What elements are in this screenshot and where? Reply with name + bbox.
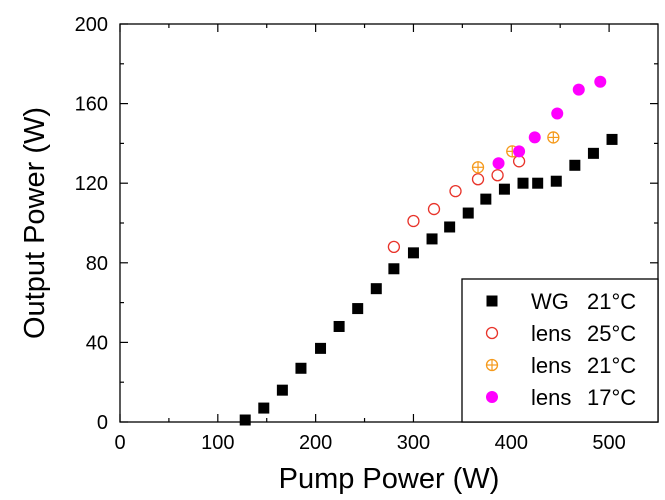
legend-marker — [485, 358, 499, 372]
series-3 — [492, 75, 607, 170]
y-tick-label: 40 — [86, 332, 108, 354]
data-point — [471, 161, 485, 174]
data-point — [572, 83, 585, 96]
data-point — [547, 131, 560, 144]
x-tick-label: 200 — [299, 432, 332, 454]
data-point — [513, 145, 526, 158]
y-axis-label: Output Power (W) — [19, 107, 51, 339]
data-point — [427, 202, 441, 216]
data-point — [462, 207, 474, 219]
legend-entry: lens 25°C — [485, 321, 636, 346]
x-axis-label: Pump Power (W) — [279, 463, 500, 495]
data-point — [594, 75, 607, 88]
data-point — [407, 214, 420, 228]
data-point — [333, 320, 345, 332]
data-point — [528, 131, 541, 144]
data-point — [258, 402, 270, 414]
legend-marker — [486, 295, 498, 307]
data-point — [471, 173, 485, 186]
y-tick-label: 200 — [75, 14, 108, 36]
data-point — [352, 303, 364, 315]
data-point — [387, 240, 401, 254]
data-point — [480, 193, 492, 205]
data-point — [407, 247, 419, 259]
series-2 — [471, 131, 560, 174]
data-point — [492, 157, 505, 170]
x-tick-label: 100 — [201, 432, 234, 454]
data-point — [315, 342, 327, 354]
data-marks — [239, 75, 618, 426]
y-tick-label: 160 — [75, 94, 108, 116]
legend-label-name: WG — [531, 289, 569, 314]
data-point — [517, 177, 529, 189]
data-point — [491, 169, 504, 182]
y-tick-label: 80 — [86, 253, 108, 275]
data-point — [550, 175, 562, 187]
legend-label-name: lens — [531, 353, 571, 378]
x-tick-label: 400 — [495, 432, 528, 454]
data-point — [444, 221, 456, 233]
data-point — [587, 147, 599, 159]
legend-label-temp: 25°C — [587, 321, 636, 346]
legend-marker — [486, 391, 498, 403]
legend-marker — [485, 326, 499, 340]
x-tick-label: 500 — [592, 432, 625, 454]
y-tick-label: 120 — [75, 173, 108, 195]
data-point — [295, 362, 307, 374]
series-0 — [239, 133, 618, 426]
legend-label-name: lens — [531, 321, 571, 346]
data-point — [370, 283, 382, 295]
data-point — [449, 185, 462, 198]
data-point — [498, 183, 510, 195]
data-point — [551, 107, 564, 120]
legend-label-temp: 17°C — [587, 385, 636, 410]
data-point — [239, 414, 251, 426]
data-point — [606, 133, 618, 145]
x-tick-label: 0 — [114, 432, 125, 454]
legend-entry: lens 21°C — [485, 353, 636, 378]
data-point — [512, 155, 526, 168]
legend-label-temp: 21°C — [587, 353, 636, 378]
axis-tick-labels: 0 100 200 300 400 500 0 40 80 120 160 200 — [75, 14, 626, 454]
data-point — [388, 263, 400, 275]
data-point — [276, 384, 288, 396]
x-tick-label: 300 — [397, 432, 430, 454]
data-point — [569, 159, 581, 171]
legend-entry: WG 21°C — [486, 289, 636, 314]
series-1 — [387, 155, 526, 254]
legend-entry: lens 17°C — [486, 385, 636, 410]
data-point — [532, 177, 544, 189]
y-tick-label: 0 — [97, 412, 108, 434]
legend: WG 21°C lens 25°C lens 21°C lens 17°C — [461, 278, 659, 423]
legend-label-name: lens — [531, 385, 571, 410]
legend-label-temp: 21°C — [587, 289, 636, 314]
data-point — [426, 233, 438, 245]
